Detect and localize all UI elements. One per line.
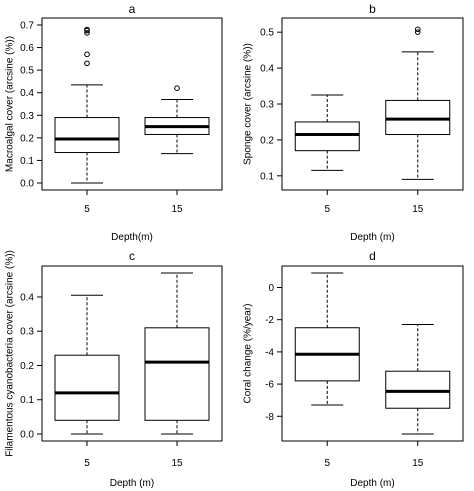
- outlier-point: [414, 26, 421, 33]
- x-tick-label: 5: [324, 204, 330, 215]
- outlier-point: [84, 60, 90, 67]
- outlier-point: [174, 85, 180, 91]
- y-tick-label: 0.3: [20, 327, 34, 338]
- x-tick-label: 15: [171, 458, 183, 469]
- plot-frame: [281, 265, 464, 442]
- x-axis-title: Depth (m): [110, 478, 154, 489]
- y-tick-label: -6: [265, 380, 274, 391]
- y-axis-title: Coral change (%/year): [243, 303, 254, 403]
- y-tick-label: 0.5: [260, 28, 274, 39]
- iqr-box: [144, 327, 210, 421]
- y-axis-title: Macroalgal cover (arcsine (%)): [5, 36, 16, 172]
- x-tick-label: 5: [324, 458, 330, 469]
- outlier-point: [414, 29, 421, 35]
- y-tick-label: 0.2: [260, 135, 274, 146]
- iqr-box: [294, 121, 360, 152]
- iqr-box: [385, 370, 451, 409]
- panel-d: d -8 -6 -4 -2 0 Coral change (%/year) 5 15 Depth …: [243, 249, 464, 489]
- y-tick-label: 0.4: [20, 292, 34, 303]
- iqr-box: [385, 99, 451, 136]
- y-tick-label: 0.7: [20, 21, 34, 32]
- x-tick-label: 15: [412, 204, 424, 215]
- y-tick-label: -2: [265, 315, 274, 326]
- outlier-point: [84, 30, 90, 36]
- y-axis-title: Sponge cover (arcsine (%)): [243, 43, 254, 165]
- x-tick-label: 5: [84, 458, 90, 469]
- panel-b: b 0.1 0.2 0.3 0.4 0.5 Sponge cover (arcsine (%…: [243, 2, 464, 243]
- panel-c: c 0.0 0.1 0.2 0.3 0.4 Filamentous cyanobacteri…: [5, 249, 223, 489]
- panel-title: c: [129, 249, 135, 263]
- y-tick-label: 0.1: [20, 395, 34, 406]
- panel-a: a 0.0 0.1 0.2 0.3 0.4 0.5 0.6 0.7 Macroalgal cove…: [5, 2, 223, 243]
- iqr-box: [54, 117, 120, 154]
- x-tick-label: 5: [84, 204, 90, 215]
- y-tick-label: 0.3: [260, 100, 274, 111]
- y-tick-label: 0.0: [20, 430, 34, 441]
- panel-title: d: [369, 249, 376, 263]
- y-tick-label: 0.0: [20, 179, 34, 190]
- x-axis-title: Depth(m): [111, 232, 153, 243]
- y-tick-label: -4: [265, 347, 274, 358]
- y-tick-label: 0.6: [20, 43, 34, 54]
- x-tick-label: 15: [171, 204, 183, 215]
- plot-frame: [41, 265, 223, 442]
- y-tick-label: 0.1: [260, 171, 274, 182]
- plot-frame: [41, 17, 223, 191]
- y-tick-label: -8: [265, 412, 274, 423]
- y-tick-label: 0: [268, 283, 274, 294]
- x-axis-title: Depth (m): [350, 232, 394, 243]
- outlier-point: [84, 51, 90, 58]
- panel-title: a: [129, 2, 136, 16]
- y-tick-label: 0.4: [260, 64, 274, 75]
- x-tick-label: 15: [412, 458, 424, 469]
- y-tick-label: 0.4: [20, 88, 34, 99]
- outlier-point: [84, 26, 90, 33]
- iqr-box: [54, 354, 120, 421]
- y-tick-label: 0.1: [20, 156, 34, 167]
- y-tick-label: 0.5: [20, 66, 34, 77]
- panel-title: b: [369, 2, 376, 16]
- y-tick-label: 0.3: [20, 111, 34, 122]
- y-axis-title: Filamentous cyanobacteria cover (arcsine…: [5, 250, 16, 457]
- x-axis-title: Depth (m): [350, 478, 394, 489]
- y-tick-label: 0.2: [20, 133, 34, 144]
- y-tick-label: 0.2: [20, 361, 34, 372]
